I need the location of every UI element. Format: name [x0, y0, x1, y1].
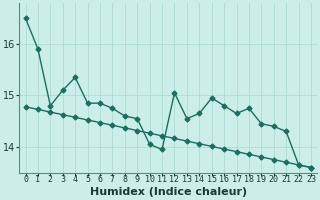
X-axis label: Humidex (Indice chaleur): Humidex (Indice chaleur) [90, 187, 247, 197]
